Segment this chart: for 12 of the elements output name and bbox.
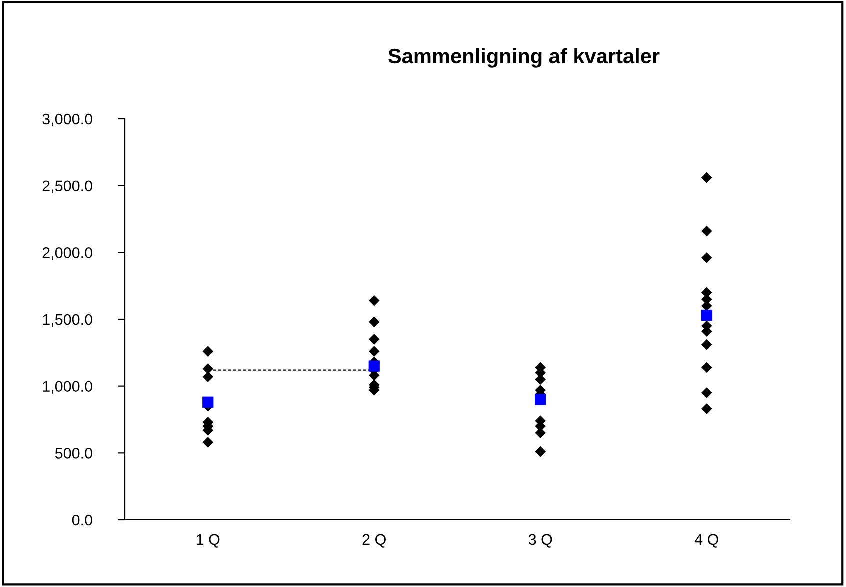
y-tick-label: 2,000.0 xyxy=(42,248,92,260)
y-tick-label: 0.0 xyxy=(72,514,92,526)
x-tick-label: 1 Q xyxy=(196,534,220,548)
y-tick-label: 500.0 xyxy=(55,448,92,459)
y-tick-label: 1,500.0 xyxy=(43,314,92,327)
y-tick-label: 1,000.0 xyxy=(43,381,92,394)
y-tick-label: 3,000.0 xyxy=(42,114,92,126)
x-tick-label: 2 Q xyxy=(362,534,386,548)
y-tick-label: 2,500.0 xyxy=(42,180,92,194)
chart-title: Sammenligning af kvartaler xyxy=(388,48,660,68)
x-tick-label: 4 Q xyxy=(694,534,718,548)
x-tick-label: 3 Q xyxy=(528,534,552,548)
